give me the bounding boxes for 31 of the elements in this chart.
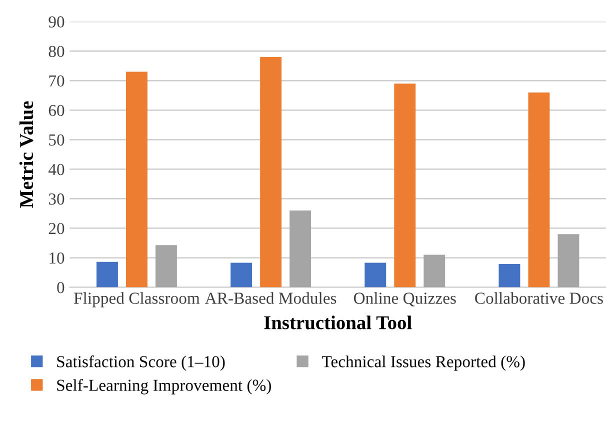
bar: [230, 262, 252, 288]
bar: [528, 92, 550, 288]
x-tick-label: AR-Based Modules: [205, 292, 336, 304]
y-tick-label: 30: [48, 193, 64, 205]
x-tick-label: Online Quizzes: [354, 292, 456, 306]
y-tick-label: 40: [48, 164, 64, 176]
y-tick-label: 90: [48, 16, 64, 28]
y-tick-label: 80: [48, 46, 64, 58]
bar: [126, 72, 148, 288]
bar: [558, 234, 580, 288]
x-tick-label: Flipped Classroom: [74, 292, 200, 308]
x-tick-label: Collaborative Docs: [475, 292, 603, 304]
bar: [290, 210, 312, 288]
x-axis-title: Instructional Tool: [264, 316, 412, 330]
y-tick-label: 70: [49, 75, 64, 87]
bar: [424, 254, 446, 288]
bar: [364, 262, 386, 288]
y-tick-label: 0: [57, 282, 64, 294]
bar: [156, 245, 177, 288]
y-tick-label: 60: [48, 104, 64, 116]
legend-label: Self-Learning Improvement (%): [57, 379, 271, 394]
bar: [498, 264, 520, 288]
bar: [260, 57, 282, 288]
legend-label: Satisfaction Score (1–10): [57, 355, 225, 371]
bar: [96, 262, 118, 288]
legend-label: Technical Issues Reported (%): [322, 356, 525, 371]
y-tick-label: 50: [49, 134, 64, 146]
y-axis-title: Metric Value: [19, 101, 34, 208]
bar: [394, 84, 416, 288]
y-tick-label: 20: [48, 222, 64, 234]
y-tick-label: 10: [50, 252, 64, 264]
